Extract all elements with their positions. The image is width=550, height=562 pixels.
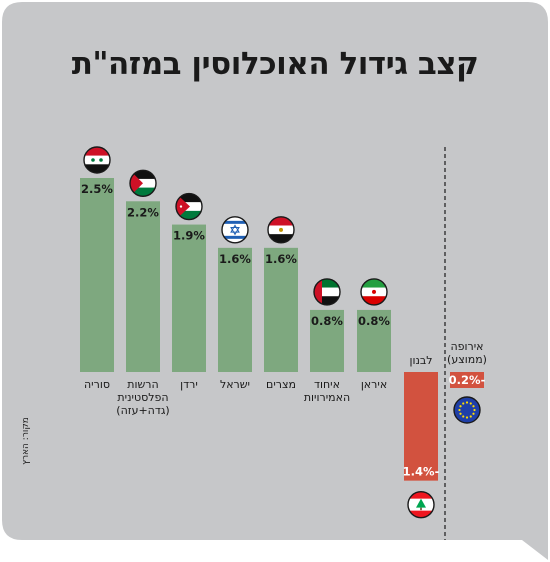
bar-value-label: 0.8% — [311, 314, 343, 328]
bar-value-label: -0.2% — [449, 373, 486, 387]
bar-value-label: 0.8% — [358, 314, 390, 328]
bar-group-8: -0.2% אירופה(ממוצע) — [447, 340, 487, 388]
category-label: סוריה — [84, 378, 110, 391]
bar-group-3: 1.6% ישראל — [218, 247, 252, 391]
category-label: הרשות — [127, 378, 158, 391]
bar-group-6: 0.8% איראן — [357, 309, 391, 391]
bar-value-label: 1.6% — [219, 252, 251, 266]
flag-egypt-icon — [267, 216, 295, 244]
bar-0 — [80, 178, 114, 372]
bar-3 — [218, 247, 252, 372]
category-label: האמירויות — [304, 391, 350, 404]
flag-iran-icon — [360, 278, 388, 306]
bar-2 — [172, 224, 206, 372]
bar-group-4: 1.6% מצרים — [264, 247, 298, 391]
bar-8 — [450, 372, 484, 388]
flag-jordan-icon — [175, 192, 203, 221]
flag-syria-icon — [83, 146, 111, 174]
category-label: לבנון — [409, 354, 432, 367]
bar-value-label: 1.9% — [173, 229, 205, 243]
bar-value-label: 1.6% — [265, 252, 297, 266]
category-label: מצרים — [266, 378, 296, 391]
category-label: (ממוצע) — [447, 353, 487, 366]
bar-group-2: 1.9% ירדן — [172, 224, 206, 391]
flag-lebanon-icon — [407, 490, 435, 519]
bar-value-label: 2.5% — [81, 182, 113, 196]
bar-group-7: -1.4% לבנון — [403, 354, 440, 481]
bar-group-0: 2.5% סוריה — [80, 178, 114, 391]
flag-palestine-icon — [129, 169, 157, 197]
category-label: ירדן — [180, 378, 198, 391]
category-label: הפלסטינית — [117, 391, 168, 404]
bar-5 — [310, 309, 344, 372]
category-label: איחוד — [314, 378, 340, 391]
flag-uae-icon — [313, 278, 341, 306]
bar-1 — [126, 201, 160, 372]
bar-6 — [357, 309, 391, 372]
category-label: (גדה+עזה) — [116, 404, 169, 417]
category-label: איראן — [361, 378, 387, 391]
category-label: אירופה — [450, 340, 483, 353]
category-label: ישראל — [220, 378, 250, 391]
flag-eu-icon — [453, 396, 481, 424]
bar-value-label: 2.2% — [127, 205, 159, 219]
bar-value-label: -1.4% — [403, 465, 440, 479]
chart-title: קצב גידול האוכלוסין במזה"ת — [71, 46, 479, 82]
flag-israel-icon — [221, 216, 249, 244]
source-note: מקור: הארץ — [21, 417, 31, 465]
bar-7 — [404, 372, 438, 481]
bar-4 — [264, 247, 298, 372]
